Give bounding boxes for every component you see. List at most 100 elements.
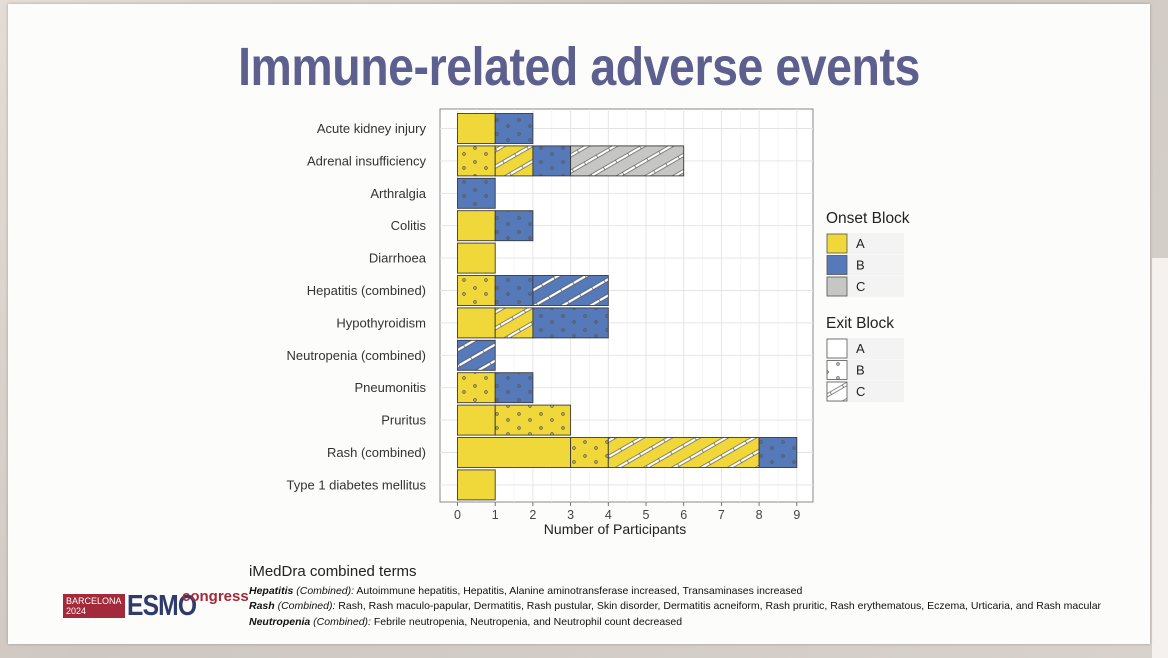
slide: Immune-related adverse events Acute kidn…: [8, 4, 1150, 644]
logo-suffix: congress: [182, 588, 249, 605]
bar-segment-pattern: [457, 372, 496, 403]
bar-segment-pattern: [532, 145, 571, 176]
legend-key: [826, 233, 848, 254]
y-tick-label: Hypothyroidism: [336, 315, 426, 330]
legend-label: C: [856, 384, 865, 399]
bar-segment-outline: [570, 145, 685, 177]
x-tick-label: 3: [567, 508, 574, 522]
bar-segment-pattern: [495, 210, 533, 241]
irae-chart: Acute kidney injury Adrenal insufficiency…: [287, 108, 910, 537]
footer-heading: iMedDra combined terms: [249, 563, 417, 580]
bar-segment-fill: [457, 113, 496, 144]
bar-segment-pattern: [570, 437, 609, 468]
legend-label: C: [856, 279, 865, 294]
bar-segment-fill: [457, 437, 571, 468]
bar-segment-pattern: [570, 145, 684, 176]
x-tick-label: 4: [605, 508, 612, 522]
x-tick-label: 8: [756, 508, 763, 522]
bar-segment-outline: [494, 404, 572, 436]
bar-segment-pattern: [532, 307, 609, 338]
x-tick-label: 6: [680, 508, 687, 522]
bar-segment-pattern: [457, 340, 496, 371]
bar-segment-outline: [457, 177, 496, 209]
x-tick-label: 7: [718, 508, 725, 522]
slide-title: Immune-related adverse events: [238, 37, 920, 97]
bar-segment-outline: [457, 242, 496, 274]
footnote-qualifier: (Combined):: [310, 616, 371, 628]
legend-key: [826, 360, 848, 380]
x-tick-label: 9: [793, 508, 800, 522]
bar-segment-outline: [758, 437, 798, 468]
legend-key: [826, 255, 848, 275]
x-tick-label: 2: [529, 508, 536, 522]
legend-label: B: [856, 363, 865, 378]
bar-segment-pattern: [457, 145, 496, 176]
footnote-qualifier: (Combined):: [293, 585, 355, 597]
bar-segment-fill: [457, 405, 496, 436]
logo-city-block: BARCELONA 2024: [63, 594, 125, 618]
bar-segment-fill: [457, 243, 496, 274]
bar-segment-pattern: [495, 405, 571, 436]
footnote-text: Febrile neutropenia, Neutropenia, and Ne…: [370, 616, 683, 628]
bar-segment-pattern: [759, 437, 797, 468]
bar-segment-pattern: [495, 372, 533, 403]
bar-segment-pattern: [532, 275, 609, 306]
footnote-term: Neutropenia: [249, 616, 311, 628]
bar-segment-fill: [457, 210, 496, 241]
bar-segment-outline: [494, 210, 534, 242]
logo-brand: ESMO: [127, 590, 197, 622]
y-tick-label: Pruritus: [381, 413, 426, 428]
bar-segment-outline: [457, 339, 496, 371]
x-tick-label: 0: [454, 508, 461, 522]
bar-segment-outline: [494, 372, 534, 404]
x-axis-label: Number of Participants: [544, 521, 686, 537]
y-tick-label: Hepatitis (combined): [307, 283, 426, 298]
y-tick-label: Neutropenia (combined): [287, 348, 426, 363]
bar-segment-pattern: [495, 307, 533, 338]
y-tick-label: Type 1 diabetes mellitus: [287, 477, 427, 492]
legend-title: Exit Block: [826, 315, 894, 332]
bar-segment-pattern: [495, 275, 533, 306]
logo-city: BARCELONA: [66, 596, 122, 606]
footnote-neutropenia: Neutropenia (Combined): Febrile neutrope…: [249, 616, 682, 628]
adjacent-panel: [1152, 258, 1168, 658]
legend-label: B: [856, 258, 865, 273]
bar-segment-pattern: [495, 145, 533, 176]
bar-segment-outline: [457, 469, 496, 501]
y-tick-label: Diarrhoea: [369, 251, 427, 266]
legend-label: A: [856, 341, 865, 356]
y-tick-label: Adrenal insufficiency: [307, 153, 426, 168]
y-tick-label: Pneumonitis: [354, 380, 426, 395]
footnote-text: Autoimmune hepatitis, Hepatitis, Alanine…: [354, 585, 803, 597]
legend-key-pattern: [827, 382, 847, 401]
bar-segment-outline: [494, 113, 534, 144]
logo-year: 2024: [66, 606, 87, 616]
y-tick-label: Acute kidney injury: [317, 121, 427, 136]
y-tick-label: Rash (combined): [327, 445, 426, 460]
legend-label: A: [856, 236, 865, 251]
footnote-qualifier: (Combined):: [274, 600, 336, 612]
bar-segment-fill: [457, 469, 496, 500]
footnote-rash: Rash (Combined): Rash, Rash maculo-papul…: [249, 600, 1101, 612]
bar-segment-pattern: [608, 437, 760, 468]
footnote-term: Rash: [249, 600, 275, 612]
legend-title: Onset Block: [826, 210, 910, 227]
bar-segment-pattern: [495, 113, 533, 144]
footnote-text: Rash, Rash maculo-papular, Dermatitis, R…: [335, 600, 1102, 612]
legend-key: [826, 276, 848, 297]
y-tick-label: Arthralgia: [370, 186, 426, 201]
bar-segment-outline: [532, 307, 609, 339]
bar-segment-pattern: [457, 275, 496, 306]
footnote-term: Hepatitis: [249, 585, 294, 597]
legend-key: [826, 338, 848, 359]
legend-key-pattern: [827, 360, 847, 380]
legend-key-base: [827, 339, 847, 358]
bar-segment-fill: [457, 307, 496, 338]
y-tick-label: Colitis: [391, 218, 427, 233]
legend-key: [826, 381, 848, 402]
footnote-hepatitis: Hepatitis (Combined): Autoimmune hepatit…: [249, 585, 802, 597]
bar-segment-pattern: [457, 178, 496, 209]
bar-segment-outline: [532, 275, 609, 306]
x-tick-label: 1: [492, 508, 499, 522]
esmo-logo: BARCELONA 2024 ESMO congress: [63, 588, 253, 622]
